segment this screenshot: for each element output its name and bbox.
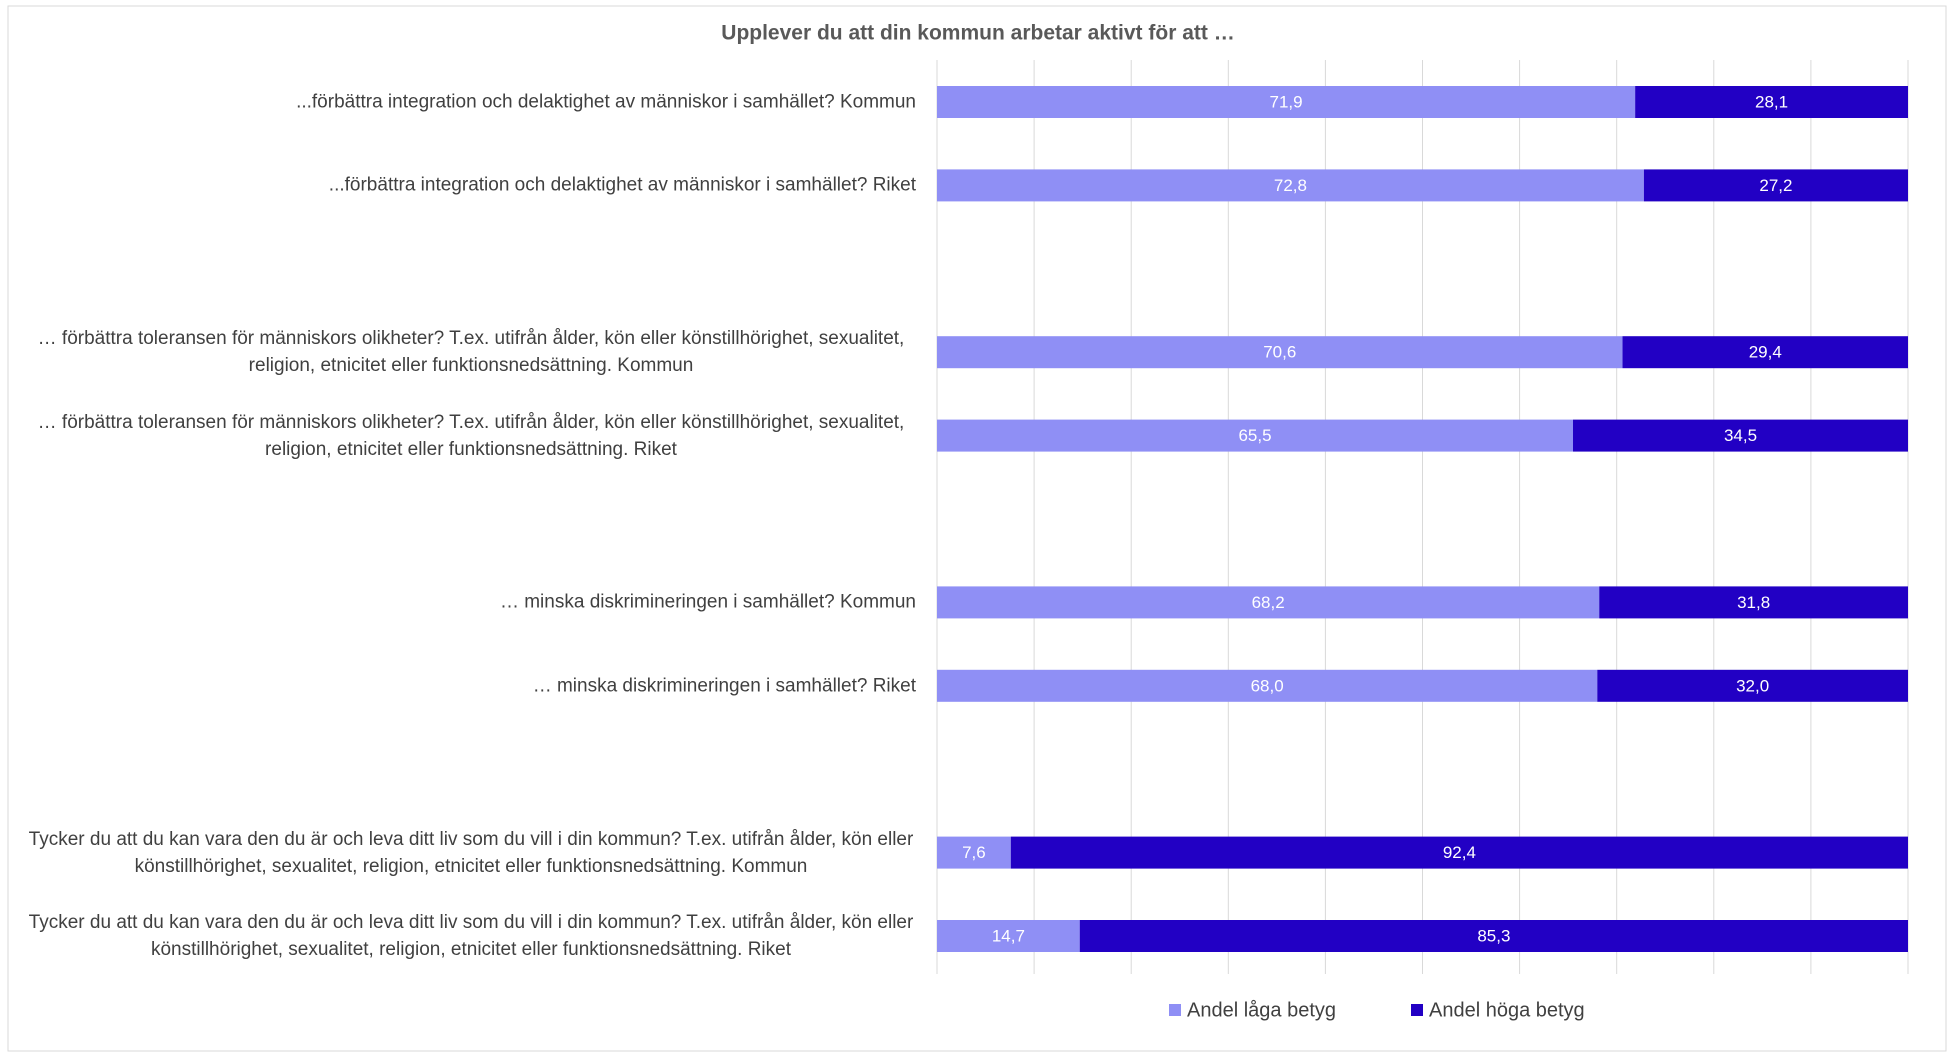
y-tick-label: … minska diskrimineringen i samhället? K… [499, 591, 916, 613]
y-tick-label: Tycker du att du kan vara den du är och … [28, 912, 914, 960]
chart-frame [7, 5, 1947, 1052]
bar-segment [1573, 419, 1908, 452]
legend-swatch [1411, 1004, 1423, 1016]
data-label: 70,6 [1263, 343, 1296, 362]
bar-segment [937, 169, 1644, 202]
bar-segment [1622, 336, 1908, 369]
data-label: 29,4 [1749, 343, 1782, 362]
data-label: 72,8 [1274, 176, 1307, 195]
bar-segment [1643, 169, 1908, 202]
y-tick-label: … förbättra toleransen för människors ol… [37, 411, 905, 460]
y-tick-label: ...förbättra integration och delaktighet… [296, 91, 916, 113]
bar-segment [937, 669, 1598, 702]
bar-segment [1635, 86, 1908, 118]
legend-label: Andel höga betyg [1429, 999, 1585, 1021]
data-label: 71,9 [1270, 92, 1303, 111]
bar-segment [1079, 920, 1908, 952]
chart-title: Upplever du att din kommun arbetar aktiv… [721, 22, 1234, 45]
data-label: 68,2 [1252, 593, 1285, 612]
data-label: 28,1 [1755, 92, 1788, 111]
bar-segment [937, 920, 1080, 952]
legend-swatch [1169, 1004, 1181, 1016]
data-label: 32,0 [1736, 676, 1769, 695]
bar-segment [1010, 836, 1908, 869]
bar-segment [1597, 669, 1908, 702]
y-tick-label: Tycker du att du kan vara den du är och … [28, 828, 914, 877]
data-label: 31,8 [1737, 593, 1770, 612]
bar-segment [937, 336, 1623, 369]
y-tick-label: ...förbättra integration och delaktighet… [328, 174, 916, 196]
data-label: 68,0 [1251, 676, 1284, 695]
data-label: 14,7 [992, 926, 1025, 945]
bar-segment [1599, 586, 1908, 619]
y-tick-label: … minska diskrimineringen i samhället? R… [532, 675, 916, 697]
y-tick-label: … förbättra toleransen för människors ol… [37, 328, 905, 377]
bar-segment [937, 586, 1600, 619]
bar-segment [937, 836, 1011, 869]
data-label: 34,5 [1724, 426, 1757, 445]
bar-segment [937, 86, 1636, 118]
bar-segment [937, 419, 1574, 452]
data-label: 65,5 [1238, 426, 1271, 445]
data-label: 7,6 [962, 843, 986, 862]
data-label: 27,2 [1759, 176, 1792, 195]
legend-label: Andel låga betyg [1187, 999, 1336, 1021]
data-label: 85,3 [1477, 926, 1510, 945]
data-label: 92,4 [1443, 843, 1476, 862]
